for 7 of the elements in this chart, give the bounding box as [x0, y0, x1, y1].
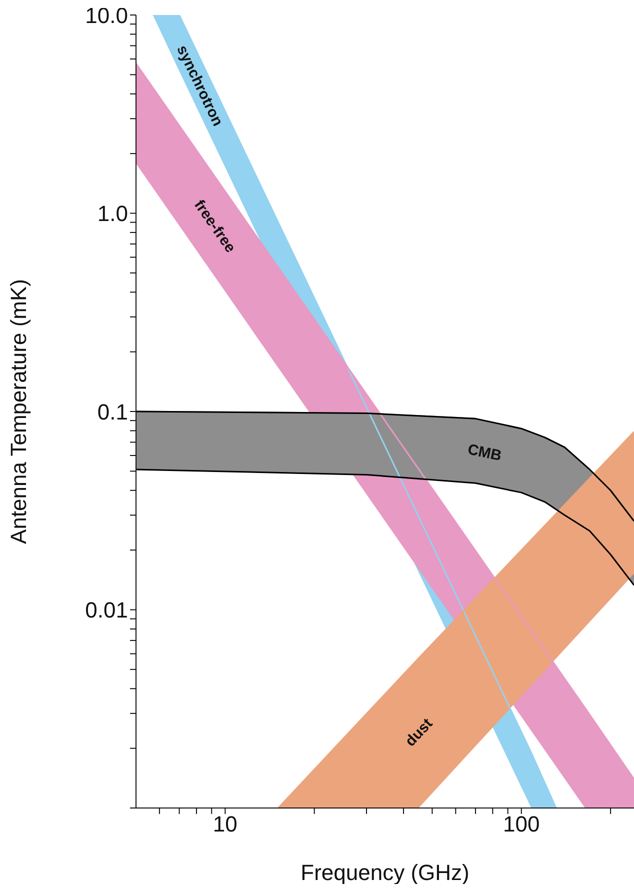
- y-tick-label: 1.0: [97, 201, 128, 226]
- text: CMB: [466, 441, 504, 465]
- x-tick-label: 10: [212, 812, 238, 837]
- x-tick-label: 100: [503, 812, 540, 837]
- y-axis-title: Antenna Temperature (mK): [6, 279, 31, 544]
- y-tick-label: 0.01: [85, 598, 128, 623]
- y-tick-label: 0.1: [97, 399, 128, 424]
